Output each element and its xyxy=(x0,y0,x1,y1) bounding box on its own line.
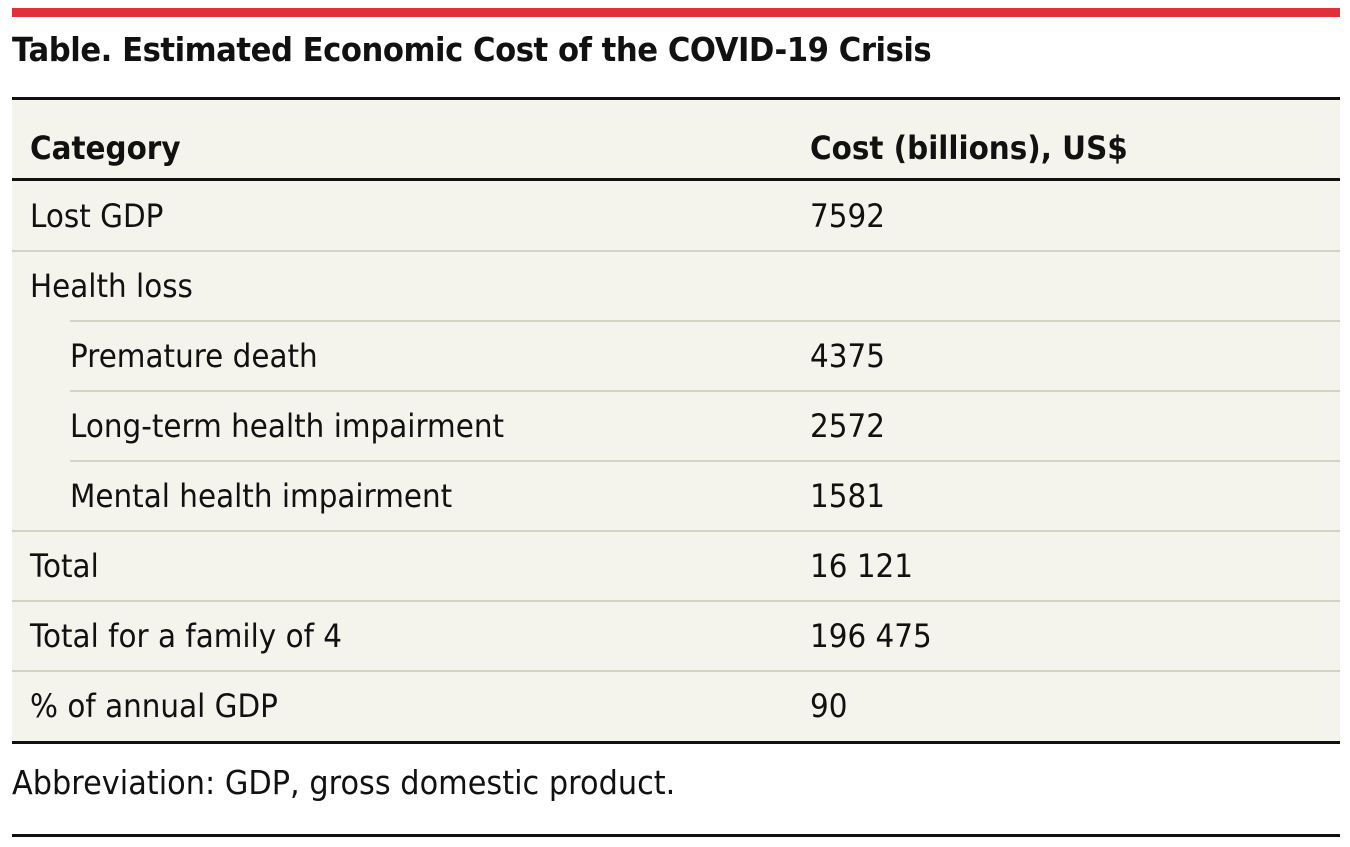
table-footnote: Abbreviation: GDP, gross domestic produc… xyxy=(12,763,676,802)
table-title: Table. Estimated Economic Cost of the CO… xyxy=(12,30,932,69)
row-cost: 196 475 xyxy=(810,617,932,655)
bottom-divider xyxy=(12,834,1340,837)
row-category: % of annual GDP xyxy=(30,687,278,725)
row-cost: 90 xyxy=(810,687,848,725)
row-cost: 4375 xyxy=(810,337,885,375)
row-category: Premature death xyxy=(70,337,318,375)
table-row: Lost GDP 7592 xyxy=(12,181,1340,251)
table-row: Total 16 121 xyxy=(12,530,1340,601)
data-table: Category Cost (billions), US$ Lost GDP 7… xyxy=(12,97,1340,744)
row-category: Health loss xyxy=(30,267,193,305)
accent-bar xyxy=(12,8,1340,17)
row-cost: 1581 xyxy=(810,477,885,515)
table-row: % of annual GDP 90 xyxy=(12,670,1340,741)
row-category: Mental health impairment xyxy=(70,477,453,515)
table-row-subcategory: Long-term health impairment 2572 xyxy=(12,390,1340,461)
table-row-subcategory: Mental health impairment 1581 xyxy=(12,460,1340,531)
row-category: Lost GDP xyxy=(30,197,164,235)
row-cost: 2572 xyxy=(810,407,885,445)
row-category: Total xyxy=(30,547,99,585)
table-row-subcategory: Premature death 4375 xyxy=(12,320,1340,391)
row-category: Long-term health impairment xyxy=(70,407,505,445)
header-cost: Cost (billions), US$ xyxy=(810,129,1128,167)
header-category: Category xyxy=(30,129,181,167)
row-cost: 16 121 xyxy=(810,547,914,585)
table-row: Health loss xyxy=(12,250,1340,321)
table-header-row: Category Cost (billions), US$ xyxy=(12,100,1340,181)
row-cost: 7592 xyxy=(810,197,885,235)
row-category: Total for a family of 4 xyxy=(30,617,343,655)
table-row: Total for a family of 4 196 475 xyxy=(12,600,1340,671)
